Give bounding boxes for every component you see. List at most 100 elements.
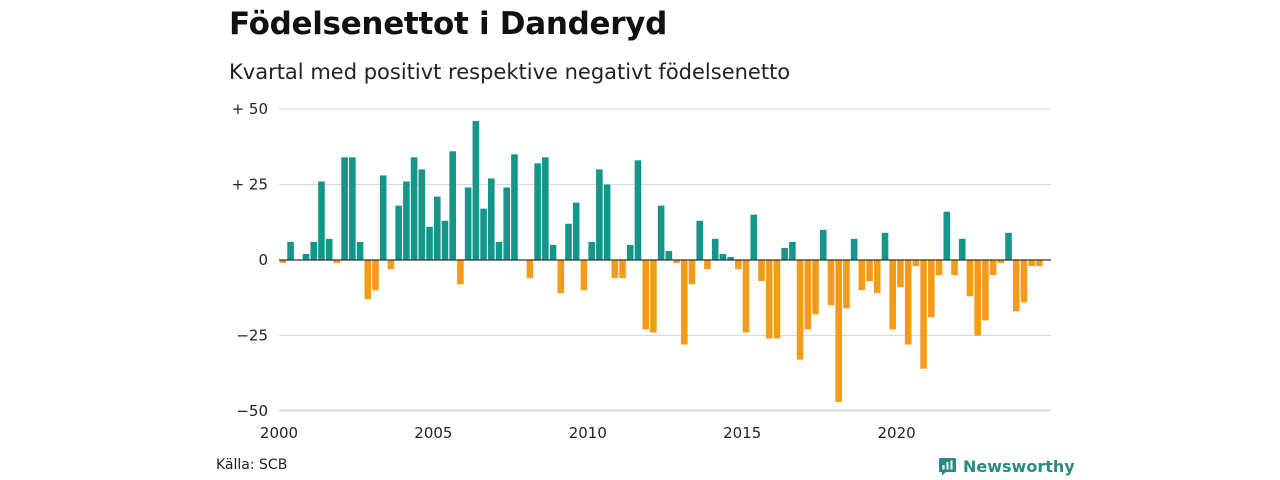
y-tick-label: + 25 — [232, 176, 268, 194]
bar-positive — [626, 244, 634, 260]
bar-positive — [549, 244, 557, 260]
bar-negative — [858, 260, 866, 291]
newsworthy-brand[interactable]: Newsworthy — [938, 455, 1075, 477]
bar-negative — [889, 260, 897, 330]
bar-positive — [588, 241, 595, 260]
y-tick-label: + 50 — [232, 100, 268, 118]
bar-positive — [943, 211, 951, 260]
bar-positive — [441, 220, 449, 260]
brand-name: Newsworthy — [963, 456, 1075, 476]
bar-positive — [542, 157, 549, 260]
bar-negative — [364, 260, 372, 300]
bar-negative — [935, 260, 943, 276]
bar-negative — [279, 260, 287, 264]
bar-negative — [827, 260, 835, 306]
bar-positive — [719, 253, 727, 260]
bar-negative — [920, 260, 927, 369]
bar-positive — [1005, 232, 1012, 260]
x-tick-label: 2000 — [260, 424, 298, 442]
bar-positive — [318, 181, 325, 260]
bar-positive — [356, 241, 364, 260]
chart-title: Födelsenettot i Danderyd — [229, 6, 668, 42]
bar-positive — [464, 187, 472, 260]
bar-negative — [673, 260, 680, 264]
bar-negative — [650, 260, 657, 333]
bar-negative — [928, 260, 935, 318]
bar-negative — [904, 260, 912, 345]
bar-positive — [781, 247, 788, 260]
bar-positive — [488, 178, 495, 260]
bar-negative — [1020, 260, 1028, 303]
bar-negative — [997, 260, 1005, 264]
bar-negative — [387, 260, 395, 270]
newsworthy-logo-icon — [939, 457, 956, 475]
bar-negative — [372, 260, 379, 291]
bar-positive — [410, 157, 418, 260]
bar-negative — [835, 260, 842, 402]
x-tick-label: 2015 — [723, 424, 761, 442]
bar-positive — [789, 241, 796, 260]
bar-positive — [850, 238, 858, 260]
bar-negative — [951, 260, 958, 276]
x-tick-label: 2010 — [569, 424, 607, 442]
bar-negative — [982, 260, 989, 321]
bar-negative — [1028, 260, 1035, 267]
x-tick-label: 2020 — [878, 424, 916, 442]
chart-subtitle: Kvartal med positivt respektive negativt… — [229, 60, 791, 84]
bar-positive — [302, 253, 310, 260]
bar-positive — [433, 196, 441, 260]
bar-positive — [325, 238, 333, 260]
bar-positive — [472, 121, 480, 260]
bar-negative — [874, 260, 881, 294]
bar-negative — [866, 260, 873, 282]
source-note: Källa: SCB — [216, 457, 288, 473]
bar-positive — [349, 157, 356, 260]
bar-negative — [989, 260, 997, 276]
bar-negative — [611, 260, 619, 279]
bar-positive — [665, 250, 673, 260]
bar-positive — [565, 223, 572, 260]
bar-negative — [704, 260, 711, 270]
x-tick-label: 2005 — [414, 424, 452, 442]
bar-positive — [395, 205, 402, 260]
bar-negative — [742, 260, 750, 333]
bar-negative — [897, 260, 904, 288]
axes: + 50 + 25 0 −25 −50 2000 2005 2010 2015 2020 — [232, 100, 1051, 442]
bar-positive — [426, 226, 433, 260]
bar-positive — [603, 184, 611, 260]
bar-positive — [711, 238, 719, 260]
bar-negative — [457, 260, 464, 285]
bar-negative — [1012, 260, 1020, 312]
bar-negative — [642, 260, 649, 330]
bar-negative — [843, 260, 850, 309]
bar-negative — [758, 260, 765, 282]
bar-positive — [657, 205, 665, 260]
bar-negative — [974, 260, 981, 336]
bar-positive — [634, 160, 642, 260]
bar-negative — [526, 260, 534, 279]
bar-negative — [796, 260, 804, 360]
bar-positive — [596, 169, 603, 260]
bar-negative — [580, 260, 588, 291]
y-tick-label: −50 — [236, 402, 268, 420]
bar-positive — [819, 229, 827, 260]
bar-negative — [688, 260, 696, 285]
bar-positive — [310, 241, 318, 260]
bar-negative — [681, 260, 688, 345]
bars — [279, 121, 1043, 402]
bar-positive — [503, 187, 511, 260]
bar-positive — [750, 214, 758, 260]
bar-negative — [966, 260, 974, 297]
y-tick-label: −25 — [236, 327, 268, 345]
bar-negative — [912, 260, 920, 267]
bar-negative — [333, 260, 341, 264]
bar-negative — [1036, 260, 1043, 267]
bar-positive — [572, 202, 580, 260]
bar-positive — [495, 241, 503, 260]
bar-positive — [418, 169, 426, 260]
bar-positive — [958, 238, 966, 260]
bar-negative — [557, 260, 565, 294]
bar-positive — [449, 151, 456, 260]
bar-positive — [696, 220, 704, 260]
